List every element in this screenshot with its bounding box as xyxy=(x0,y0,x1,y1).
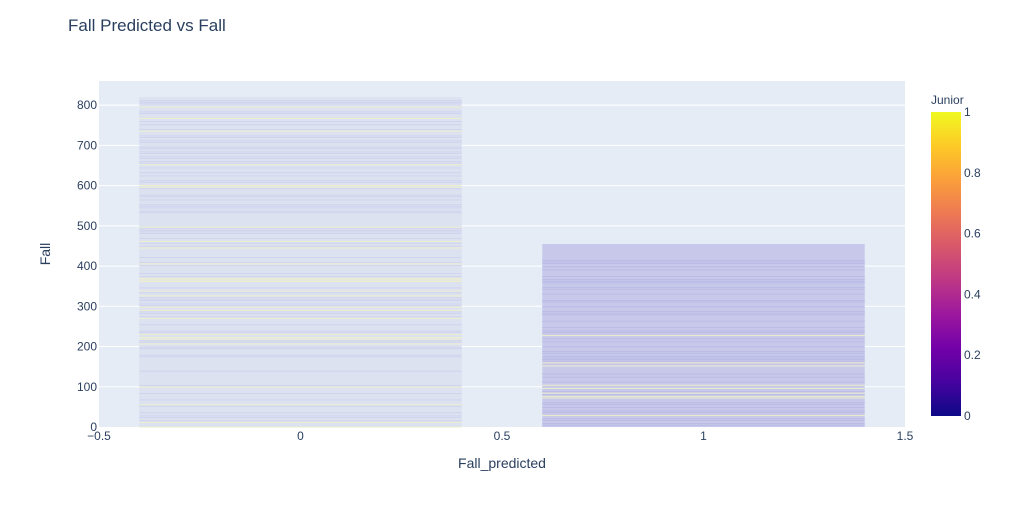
x-tick-label: −0.5 xyxy=(87,429,111,443)
y-tick-label: 700 xyxy=(77,138,97,152)
y-tick-label: 400 xyxy=(77,259,97,273)
x-tick-label: 0.5 xyxy=(494,429,511,443)
x-tick-label: 0 xyxy=(297,429,304,443)
bar[interactable] xyxy=(542,243,865,427)
y-tick-label: 600 xyxy=(77,179,97,193)
colorbar-tick-label: 0.6 xyxy=(964,227,981,241)
colorbar-tick-label: 1 xyxy=(964,105,971,119)
x-axis-title: Fall_predicted xyxy=(458,455,546,471)
colorbar-tick-label: 0 xyxy=(964,409,971,423)
y-tick-label: 200 xyxy=(77,340,97,354)
x-tick-label: 1.5 xyxy=(897,429,914,443)
x-tick-label: 1 xyxy=(700,429,707,443)
y-tick-label: 500 xyxy=(77,219,97,233)
y-tick-label: 800 xyxy=(77,98,97,112)
y-tick-label: 100 xyxy=(77,380,97,394)
colorbar xyxy=(931,112,961,416)
colorbar-tick-label: 0.2 xyxy=(964,348,981,362)
colorbar-tick-label: 0.8 xyxy=(964,166,981,180)
y-tick-label: 300 xyxy=(77,299,97,313)
y-tick-label: 0 xyxy=(90,420,97,434)
y-axis-title: Fall xyxy=(37,243,53,266)
colorbar-title: Junior xyxy=(931,93,964,107)
colorbar-tick-label: 0.4 xyxy=(964,287,981,301)
chart-title: Fall Predicted vs Fall xyxy=(68,16,226,35)
bar[interactable] xyxy=(139,97,462,428)
